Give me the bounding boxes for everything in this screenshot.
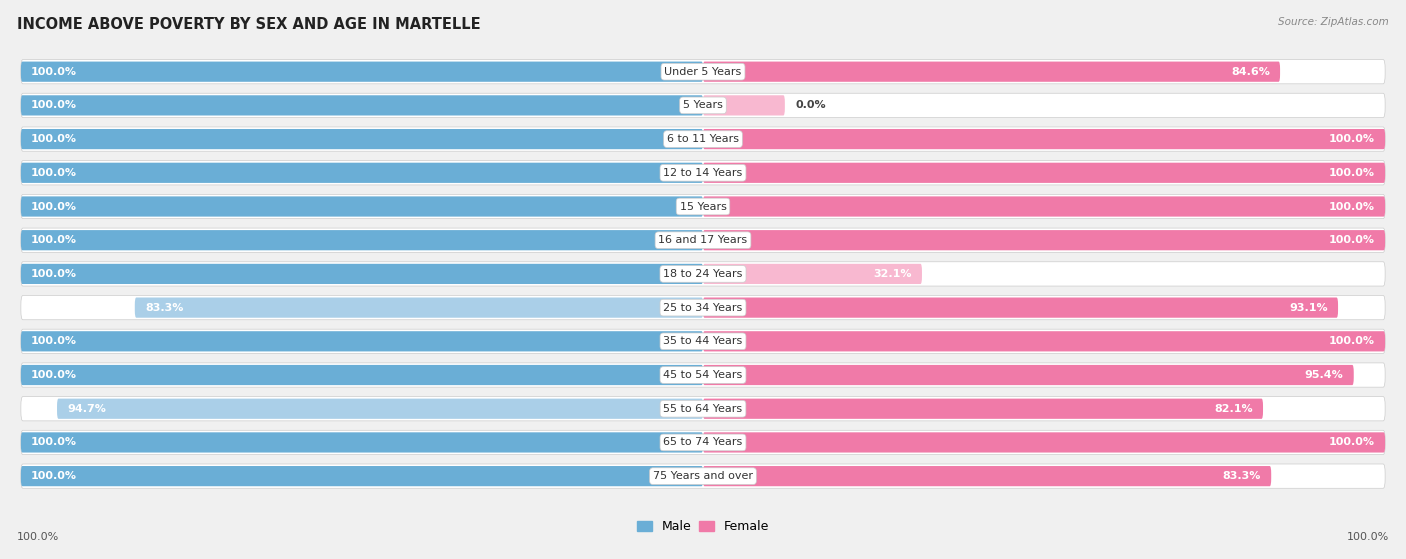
FancyBboxPatch shape [703,196,1385,217]
FancyBboxPatch shape [21,230,703,250]
FancyBboxPatch shape [21,60,1385,84]
FancyBboxPatch shape [703,297,1339,318]
Text: 25 to 34 Years: 25 to 34 Years [664,302,742,312]
Text: 6 to 11 Years: 6 to 11 Years [666,134,740,144]
Text: 75 Years and over: 75 Years and over [652,471,754,481]
Text: 100.0%: 100.0% [31,370,77,380]
FancyBboxPatch shape [58,399,703,419]
Text: 100.0%: 100.0% [31,101,77,110]
Text: 100.0%: 100.0% [1347,532,1389,542]
Text: 12 to 14 Years: 12 to 14 Years [664,168,742,178]
Text: Under 5 Years: Under 5 Years [665,67,741,77]
Text: 100.0%: 100.0% [31,168,77,178]
Text: 5 Years: 5 Years [683,101,723,110]
FancyBboxPatch shape [703,365,1354,385]
Text: 45 to 54 Years: 45 to 54 Years [664,370,742,380]
FancyBboxPatch shape [21,95,703,116]
FancyBboxPatch shape [21,430,1385,454]
Text: 100.0%: 100.0% [31,438,77,447]
FancyBboxPatch shape [21,163,703,183]
Text: 100.0%: 100.0% [1329,337,1375,347]
FancyBboxPatch shape [21,466,703,486]
FancyBboxPatch shape [21,196,703,217]
FancyBboxPatch shape [21,432,703,453]
FancyBboxPatch shape [21,363,1385,387]
FancyBboxPatch shape [21,129,703,149]
FancyBboxPatch shape [21,228,1385,252]
FancyBboxPatch shape [21,365,703,385]
Text: INCOME ABOVE POVERTY BY SEX AND AGE IN MARTELLE: INCOME ABOVE POVERTY BY SEX AND AGE IN M… [17,17,481,32]
Text: 16 and 17 Years: 16 and 17 Years [658,235,748,245]
Legend: Male, Female: Male, Female [631,515,775,538]
FancyBboxPatch shape [703,331,1385,352]
Text: 84.6%: 84.6% [1232,67,1270,77]
FancyBboxPatch shape [21,296,1385,320]
Text: 100.0%: 100.0% [31,235,77,245]
FancyBboxPatch shape [21,160,1385,185]
Text: 100.0%: 100.0% [1329,201,1375,211]
FancyBboxPatch shape [21,264,703,284]
Text: 83.3%: 83.3% [1223,471,1261,481]
Text: 100.0%: 100.0% [31,471,77,481]
FancyBboxPatch shape [703,129,1385,149]
Text: 65 to 74 Years: 65 to 74 Years [664,438,742,447]
Text: 15 Years: 15 Years [679,201,727,211]
Text: 100.0%: 100.0% [31,337,77,347]
Text: 32.1%: 32.1% [873,269,911,279]
FancyBboxPatch shape [21,331,703,352]
Text: 100.0%: 100.0% [1329,168,1375,178]
Text: 100.0%: 100.0% [31,201,77,211]
FancyBboxPatch shape [21,262,1385,286]
FancyBboxPatch shape [703,61,1279,82]
Text: 82.1%: 82.1% [1215,404,1253,414]
FancyBboxPatch shape [703,466,1271,486]
FancyBboxPatch shape [21,127,1385,151]
Text: 18 to 24 Years: 18 to 24 Years [664,269,742,279]
Text: 83.3%: 83.3% [145,302,183,312]
Text: 100.0%: 100.0% [31,269,77,279]
Text: 100.0%: 100.0% [1329,134,1375,144]
Text: 100.0%: 100.0% [1329,438,1375,447]
FancyBboxPatch shape [703,230,1385,250]
Text: Source: ZipAtlas.com: Source: ZipAtlas.com [1278,17,1389,27]
Text: 100.0%: 100.0% [1329,235,1375,245]
Text: 100.0%: 100.0% [31,134,77,144]
Text: 0.0%: 0.0% [794,101,825,110]
Text: 35 to 44 Years: 35 to 44 Years [664,337,742,347]
FancyBboxPatch shape [21,329,1385,353]
Text: 94.7%: 94.7% [67,404,105,414]
Text: 55 to 64 Years: 55 to 64 Years [664,404,742,414]
FancyBboxPatch shape [21,464,1385,488]
Text: 100.0%: 100.0% [17,532,59,542]
FancyBboxPatch shape [21,61,703,82]
FancyBboxPatch shape [703,264,922,284]
FancyBboxPatch shape [21,396,1385,421]
FancyBboxPatch shape [703,95,785,116]
FancyBboxPatch shape [703,432,1385,453]
FancyBboxPatch shape [21,195,1385,219]
Text: 100.0%: 100.0% [31,67,77,77]
FancyBboxPatch shape [21,93,1385,117]
FancyBboxPatch shape [703,163,1385,183]
FancyBboxPatch shape [135,297,703,318]
Text: 95.4%: 95.4% [1305,370,1344,380]
FancyBboxPatch shape [703,399,1263,419]
Text: 93.1%: 93.1% [1289,302,1327,312]
